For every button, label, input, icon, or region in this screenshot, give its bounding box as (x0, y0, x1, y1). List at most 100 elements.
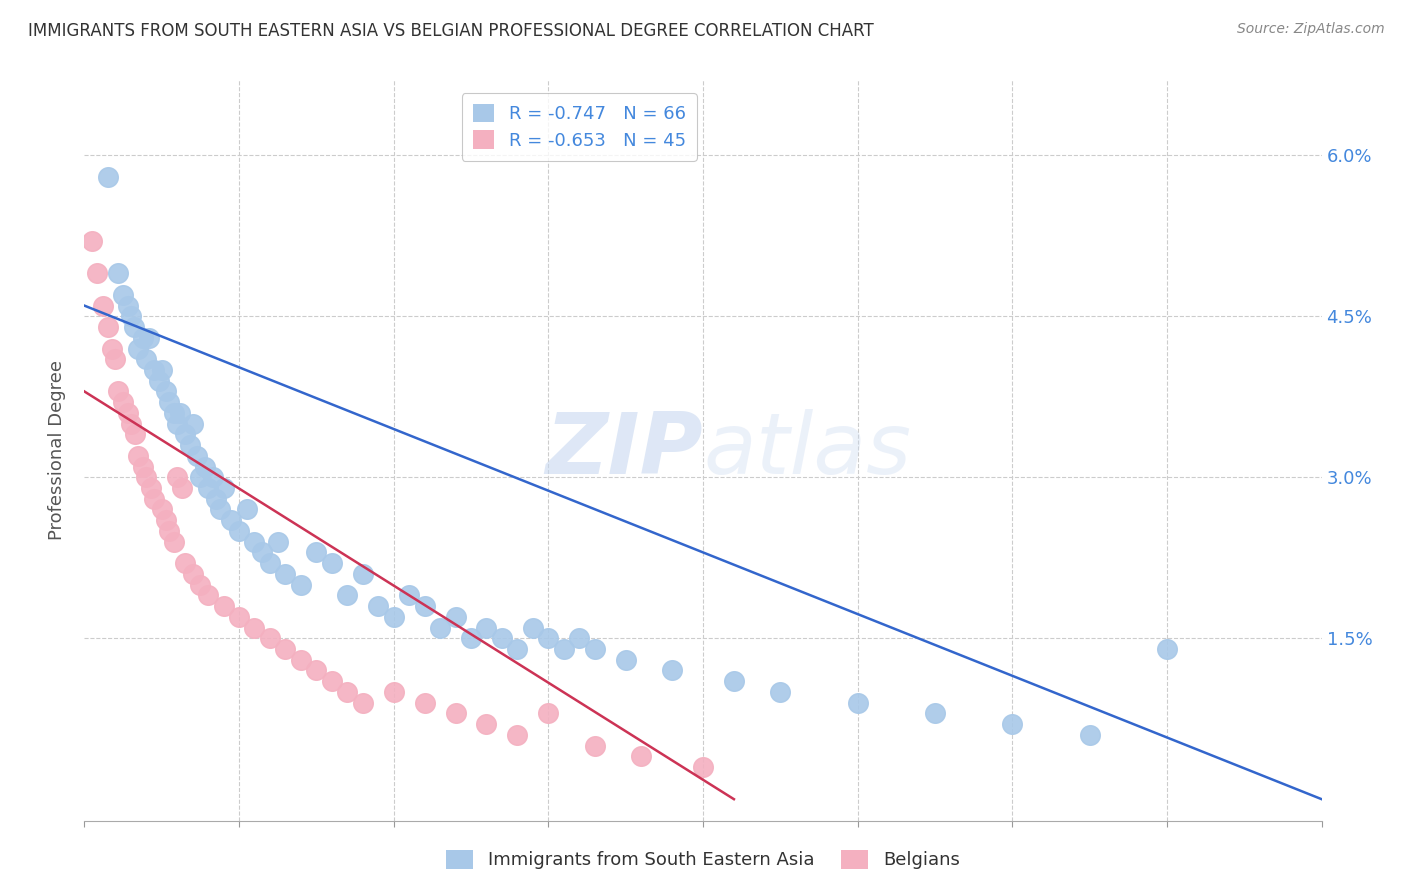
Point (159, 524, 180, 538)
Point (235, 502, 259, 516)
Point (212, 599, 235, 613)
Point (143, 491, 166, 506)
Point (259, 556, 281, 570)
Point (112, 288, 135, 302)
Point (181, 417, 204, 431)
Point (101, 342, 124, 356)
Point (107, 267, 129, 281)
Point (117, 299, 139, 313)
Point (132, 459, 155, 474)
Point (336, 685, 359, 699)
Point (537, 706, 560, 721)
Point (583, 642, 606, 657)
Point (429, 620, 451, 634)
Point (166, 417, 188, 431)
Point (537, 632, 560, 646)
Point (197, 588, 219, 602)
Point (201, 470, 224, 484)
Text: Source: ZipAtlas.com: Source: ZipAtlas.com (1237, 22, 1385, 37)
Point (630, 749, 652, 764)
Text: atlas: atlas (703, 409, 911, 492)
Point (1001, 717, 1024, 731)
Point (181, 566, 204, 581)
Text: ZIP: ZIP (546, 409, 703, 492)
Point (661, 664, 683, 678)
Point (174, 427, 197, 442)
Y-axis label: Professional Degree: Professional Degree (48, 360, 66, 541)
Point (117, 406, 139, 420)
Point (243, 534, 266, 549)
Point (209, 502, 232, 516)
Point (336, 588, 359, 602)
Point (188, 577, 212, 591)
Point (112, 395, 135, 409)
Point (305, 664, 328, 678)
Point (398, 588, 420, 602)
Point (197, 481, 219, 495)
Point (228, 524, 250, 538)
Point (127, 449, 149, 463)
Point (290, 653, 312, 667)
Point (124, 427, 146, 442)
Point (186, 449, 208, 463)
Point (166, 470, 188, 484)
Point (107, 384, 129, 399)
Point (475, 717, 498, 731)
Point (846, 696, 869, 710)
Point (135, 352, 157, 367)
Point (367, 599, 389, 613)
Point (96, 169, 118, 184)
Point (321, 674, 343, 689)
Point (321, 556, 343, 570)
Point (352, 566, 374, 581)
Point (86, 267, 108, 281)
Point (924, 706, 946, 721)
Point (769, 685, 792, 699)
Point (143, 363, 166, 377)
Point (352, 696, 374, 710)
Point (82, 234, 104, 248)
Point (132, 331, 155, 345)
Point (120, 417, 142, 431)
Point (122, 320, 145, 334)
Point (274, 566, 297, 581)
Point (583, 739, 606, 753)
Point (155, 384, 177, 399)
Point (305, 545, 328, 559)
Point (174, 556, 197, 570)
Point (692, 760, 714, 774)
Point (522, 620, 544, 634)
Point (382, 685, 405, 699)
Point (568, 632, 591, 646)
Point (194, 459, 217, 474)
Point (413, 599, 436, 613)
Point (491, 632, 513, 646)
Point (205, 491, 228, 506)
Point (290, 577, 312, 591)
Point (1078, 728, 1101, 742)
Point (267, 534, 290, 549)
Point (155, 513, 177, 527)
Point (138, 331, 160, 345)
Point (382, 609, 405, 624)
Legend: Immigrants from South Eastern Asia, Belgians: Immigrants from South Eastern Asia, Belg… (437, 840, 969, 879)
Point (506, 642, 529, 657)
Point (553, 642, 575, 657)
Point (169, 406, 191, 420)
Point (188, 470, 212, 484)
Point (135, 470, 157, 484)
Point (96, 320, 118, 334)
Point (170, 481, 193, 495)
Legend: R = -0.747   N = 66, R = -0.653   N = 45: R = -0.747 N = 66, R = -0.653 N = 45 (461, 93, 697, 161)
Point (475, 620, 498, 634)
Point (444, 706, 467, 721)
Point (212, 481, 235, 495)
Point (127, 342, 149, 356)
Point (221, 513, 243, 527)
Point (614, 653, 637, 667)
Point (460, 632, 482, 646)
Point (723, 674, 745, 689)
Point (91, 299, 114, 313)
Point (148, 374, 170, 388)
Point (163, 406, 186, 420)
